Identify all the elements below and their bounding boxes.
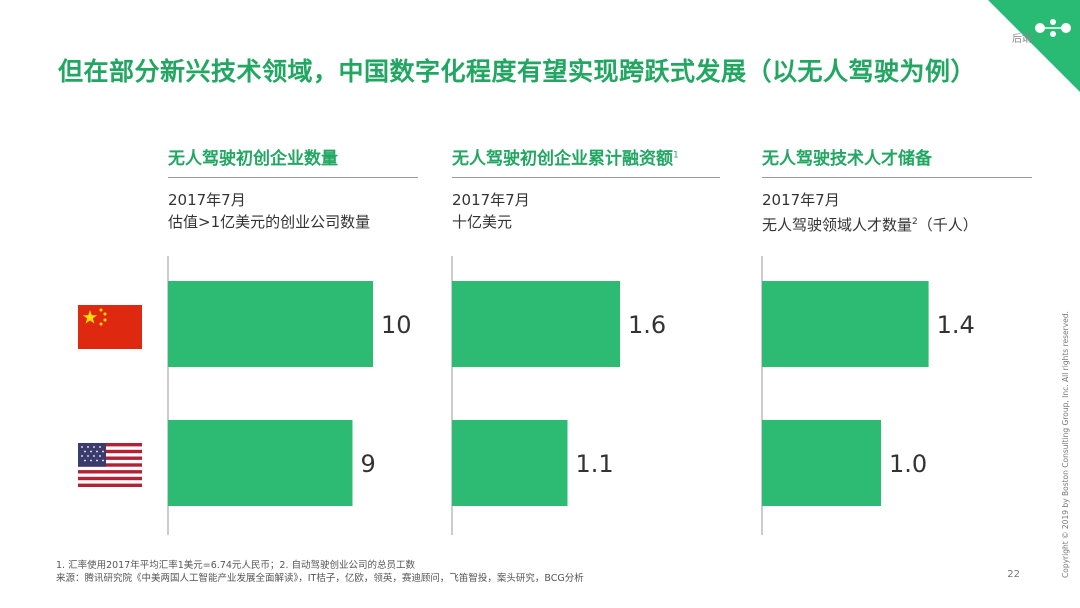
bar-value-label: 1.1: [576, 450, 614, 478]
panel-title-funding: 无人驾驶初创企业累计融资额1: [452, 149, 679, 169]
panel-rule: [452, 177, 720, 178]
source-note: 来源：腾讯研究院《中美两国人工智能产业发展全面解读》，IT桔子，亿欧，领英，赛迪…: [56, 573, 584, 584]
bar-value-label: 1.6: [628, 311, 666, 339]
page-title: 但在部分新兴技术领域，中国数字化程度有望实现跨跃式发展（以无人驾驶为例）: [58, 57, 977, 86]
bar-china: [452, 281, 620, 367]
panel-subtitle-startups: 2017年7月 估值>1亿美元的创业公司数量: [168, 191, 371, 231]
bar-china: [762, 281, 929, 367]
usa-flag-icon: [78, 443, 142, 487]
bar-value-label: 1.4: [937, 311, 975, 339]
panel-rule: [762, 177, 1032, 178]
network-icon: [1035, 19, 1071, 37]
bar-value-label: 1.0: [889, 450, 927, 478]
bar-usa: [168, 420, 353, 506]
panel-subtitle-funding: 2017年7月 十亿美元: [452, 191, 530, 231]
page-number: 22: [1007, 569, 1020, 580]
bar-usa: [762, 420, 881, 506]
panel-title-startups: 无人驾驶初创企业数量: [168, 149, 338, 169]
corner-accent: [988, 0, 1080, 92]
bar-china: [168, 281, 373, 367]
panel-subtitle-talent: 2017年7月 无人驾驶领域人才数量2（千人）: [762, 191, 978, 234]
china-flag-icon: [78, 305, 142, 349]
bar-value-label: 9: [361, 450, 376, 478]
panel-title-talent: 无人驾驶技术人才储备: [762, 149, 932, 169]
footnote: 1. 汇率使用2017年平均汇率1美元=6.74元人民币；2. 自动驾驶创业公司…: [56, 560, 416, 571]
section-label: 后端: [1012, 34, 1032, 45]
bar-usa: [452, 420, 568, 506]
panel-rule: [168, 177, 418, 178]
bar-value-label: 10: [381, 311, 412, 339]
copyright-notice: Copyright © 2019 by Boston Consulting Gr…: [1061, 311, 1070, 578]
